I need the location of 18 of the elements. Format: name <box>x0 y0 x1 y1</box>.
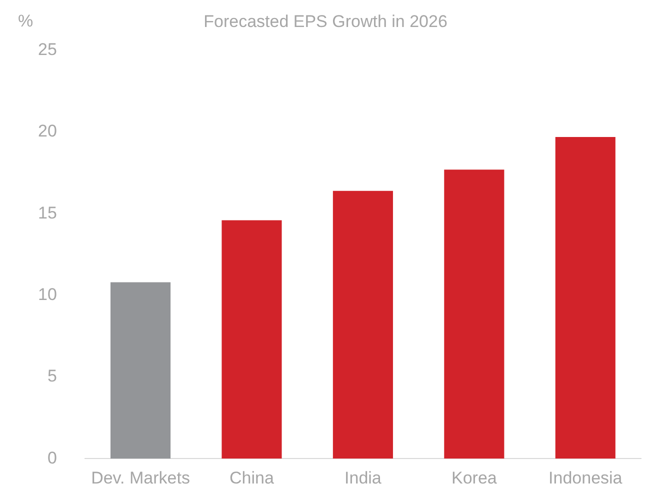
x-tick-label: Korea <box>451 468 498 488</box>
x-tick-label: India <box>344 468 382 488</box>
x-tick-label: China <box>230 468 274 488</box>
bar <box>332 190 393 459</box>
bar <box>110 282 171 459</box>
x-tick-label: Indonesia <box>548 468 623 488</box>
y-tick-label: 25 <box>38 40 57 60</box>
chart-title: Forecasted EPS Growth in 2026 <box>204 12 448 31</box>
y-axis-title: % <box>18 12 34 31</box>
bar <box>555 136 616 459</box>
y-tick-label: 15 <box>38 203 57 222</box>
y-tick-label: 0 <box>47 448 57 468</box>
x-tick-label: Dev. Markets <box>91 468 190 488</box>
y-tick-label: 5 <box>47 366 57 386</box>
y-tick-label: 10 <box>38 285 57 304</box>
bar <box>444 170 504 459</box>
y-tick-label: 20 <box>38 122 57 141</box>
bar <box>222 220 282 459</box>
